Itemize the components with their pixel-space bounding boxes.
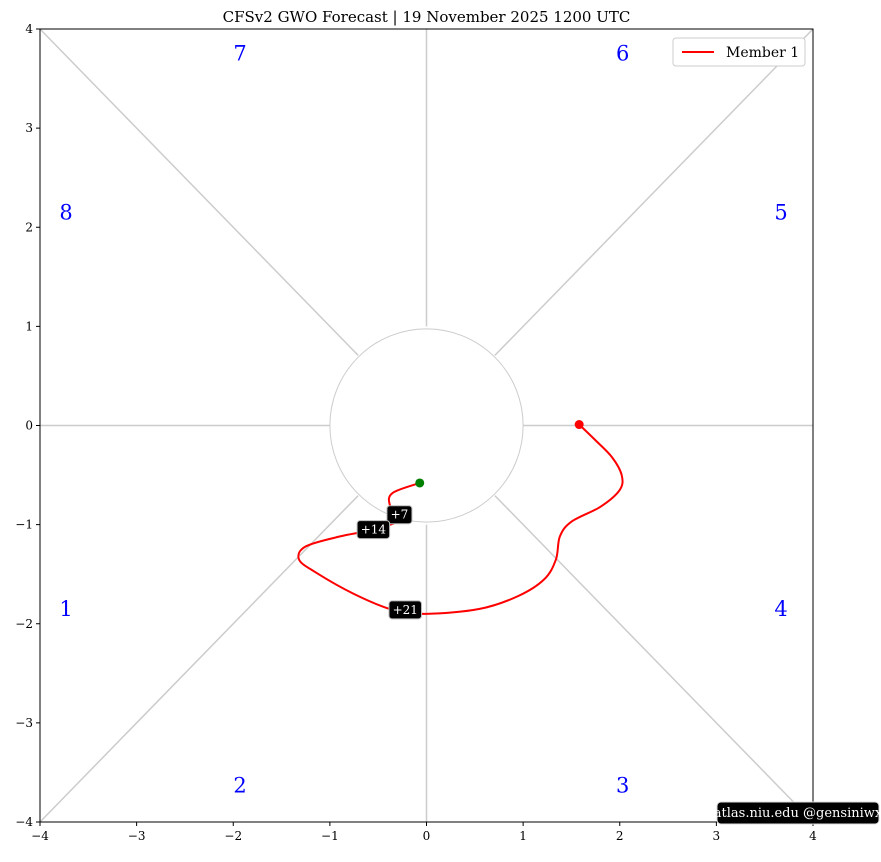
phase-label-4: 4: [774, 597, 787, 621]
y-tick-label: 3: [25, 121, 33, 135]
phase-labels: 1 2 3 4 5 6 7 8: [59, 42, 787, 798]
start-point-marker: [574, 420, 584, 430]
phase-label-1: 1: [59, 597, 72, 621]
end-point-marker: [415, 478, 425, 488]
day-annotations: +7 +14 +21: [356, 505, 422, 620]
phase-label-7: 7: [233, 42, 246, 66]
chart-title: CFSv2 GWO Forecast | 19 November 2025 12…: [223, 8, 631, 26]
phase-label-6: 6: [616, 42, 629, 66]
phase-label-5: 5: [774, 200, 787, 224]
x-tick-label: −4: [31, 829, 49, 843]
legend-box: [672, 37, 806, 67]
legend: Member 1: [672, 37, 806, 67]
guide-diagonal-lower-left: [39, 495, 359, 823]
annotation-box-day7: [386, 505, 413, 525]
x-tick-label: −1: [321, 829, 339, 843]
y-tick-label: −3: [15, 716, 33, 730]
y-tick-label: −4: [15, 815, 33, 829]
phase-label-8: 8: [59, 200, 72, 224]
credit-text: atlas.niu.edu @gensiniwx: [714, 806, 881, 821]
unit-circle: [329, 328, 524, 523]
x-tick-label: 1: [519, 829, 527, 843]
x-tick-label: 0: [423, 829, 431, 843]
phase-label-2: 2: [233, 773, 246, 797]
y-tick-label: 4: [25, 22, 33, 36]
annotation-label-day21: +21: [393, 603, 418, 617]
annotation-box-day21: [388, 600, 422, 620]
guide-diagonal-upper-right: [494, 28, 814, 356]
x-tick-label: −3: [128, 829, 146, 843]
credit-badge: atlas.niu.edu @gensiniwx: [714, 801, 881, 825]
guide-diagonal-upper-left: [39, 28, 359, 356]
y-tick-label: 1: [25, 319, 33, 333]
phase-guides: [39, 28, 814, 823]
y-tick-label: −2: [15, 617, 33, 631]
x-tick-label: 2: [616, 829, 624, 843]
annotation-label-day14: +14: [361, 523, 387, 537]
legend-label-member-1: Member 1: [726, 45, 799, 61]
phase-label-3: 3: [616, 773, 629, 797]
guide-diagonal-lower-right: [494, 495, 814, 823]
annotation-label-day7: +7: [391, 508, 409, 522]
y-tick-label: 2: [25, 220, 33, 234]
x-tick-label: 4: [809, 829, 817, 843]
axis-ticks: −4 −3 −2 −1 0 1 2 3 4 4 3 2 1 0 −1 −2 −3 −4: [15, 22, 817, 843]
y-tick-label: 0: [25, 419, 33, 433]
x-tick-label: −2: [224, 829, 242, 843]
x-tick-label: 3: [713, 829, 721, 843]
annotation-box-day14: [356, 520, 391, 540]
y-tick-label: −1: [15, 518, 33, 532]
credit-box: [716, 801, 880, 825]
